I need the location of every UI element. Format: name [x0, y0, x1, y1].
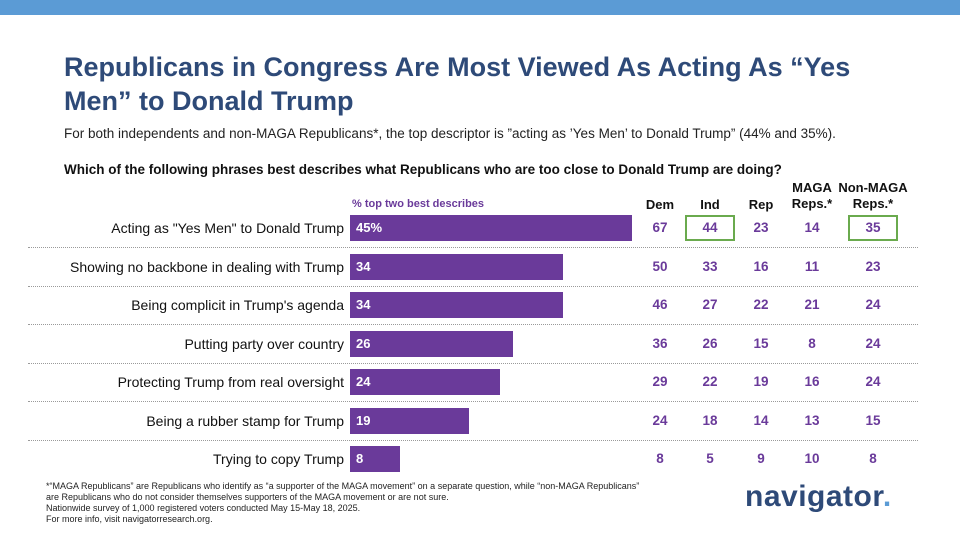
cell-rep: 22: [753, 297, 769, 312]
cell-rep: 23: [753, 220, 769, 235]
row-separator: [28, 247, 918, 248]
bar: [350, 331, 513, 357]
column-header-dem: Dem: [620, 197, 700, 213]
cell-nonmaga: 24: [865, 374, 881, 389]
footnote-more-info: For more info, visit navigatorresearch.o…: [46, 514, 213, 524]
column-header-nonmaga: Non-MAGA Reps.*: [833, 180, 913, 212]
cell-maga: 16: [804, 374, 820, 389]
survey-question: Which of the following phrases best desc…: [64, 162, 782, 177]
cell-ind: 18: [702, 413, 718, 428]
bar: [350, 408, 469, 434]
bar-value-label: 19: [356, 413, 371, 428]
cell-dem: 46: [652, 297, 668, 312]
row-separator: [28, 440, 918, 441]
row-separator: [28, 286, 918, 287]
column-header-maga-line1: MAGA: [792, 180, 832, 195]
cell-ind: 26: [702, 336, 718, 351]
footnotes: *“MAGA Republicans” are Republicans who …: [46, 481, 646, 525]
cell-rep: 16: [753, 259, 769, 274]
cell-maga: 11: [804, 259, 820, 274]
row-label: Acting as "Yes Men" to Donald Trump: [111, 220, 344, 236]
cell-dem: 36: [652, 336, 668, 351]
column-header-nonmaga-line1: Non-MAGA: [838, 180, 908, 195]
subtitle: For both independents and non-MAGA Repub…: [64, 126, 836, 141]
column-header-dem-text: Dem: [645, 197, 675, 212]
cell-rep: 9: [757, 451, 765, 466]
cell-dem: 24: [652, 413, 668, 428]
cell-rep: 15: [753, 336, 769, 351]
bar: [350, 215, 632, 241]
bar-value-label: 45%: [356, 220, 383, 235]
row-label: Protecting Trump from real oversight: [117, 374, 344, 390]
cell-rep: 19: [753, 374, 769, 389]
bar: [350, 446, 400, 472]
cell-maga: 14: [804, 220, 820, 235]
top-accent-bar: [0, 0, 960, 15]
cell-maga: 8: [808, 336, 816, 351]
bar: [350, 292, 563, 318]
bar: [350, 254, 563, 280]
bar: [350, 369, 500, 395]
row-separator: [28, 324, 918, 325]
cell-maga: 21: [804, 297, 820, 312]
column-header-nonmaga-line2: Reps.*: [852, 196, 894, 211]
column-header-rep: Rep: [721, 197, 801, 213]
row-label: Putting party over country: [184, 336, 344, 352]
row-separator: [28, 401, 918, 402]
cell-nonmaga: 24: [865, 336, 881, 351]
row-separator: [28, 363, 918, 364]
row-label: Showing no backbone in dealing with Trum…: [70, 259, 344, 275]
cell-nonmaga: 8: [869, 451, 877, 466]
navigator-logo: navigator.: [745, 480, 892, 514]
logo-text: navigator: [745, 480, 883, 513]
bar-value-label: 8: [356, 451, 364, 466]
cell-nonmaga: 35: [848, 215, 898, 241]
footnote-methodology: Nationwide survey of 1,000 registered vo…: [46, 503, 361, 513]
row-label: Being complicit in Trump's agenda: [131, 297, 344, 313]
bar-value-label: 24: [356, 374, 371, 389]
column-header-ind: Ind: [670, 197, 750, 213]
cell-nonmaga: 15: [865, 413, 881, 428]
cell-maga: 10: [804, 451, 820, 466]
cell-ind: 44: [685, 215, 735, 241]
cell-ind: 5: [706, 451, 714, 466]
column-header-maga: MAGA Reps.*: [772, 180, 852, 212]
cell-nonmaga: 23: [865, 259, 881, 274]
page-title: Republicans in Congress Are Most Viewed …: [64, 52, 851, 116]
cell-dem: 8: [656, 451, 664, 466]
bar-value-label: 34: [356, 297, 371, 312]
cell-ind: 33: [702, 259, 718, 274]
cell-ind: 27: [702, 297, 718, 312]
bar-value-label: 34: [356, 259, 371, 274]
bar-value-label: 26: [356, 336, 371, 351]
cell-ind: 22: [702, 374, 718, 389]
column-header-rep-text: Rep: [748, 197, 774, 212]
logo-dot: .: [882, 480, 892, 513]
cell-dem: 67: [652, 220, 668, 235]
cell-dem: 29: [652, 374, 668, 389]
cell-rep: 14: [753, 413, 769, 428]
row-label: Trying to copy Trump: [213, 451, 344, 467]
cell-dem: 50: [652, 259, 668, 274]
cell-maga: 13: [804, 413, 820, 428]
column-header-ind-text: Ind: [700, 197, 720, 212]
column-header-maga-line2: Reps.*: [791, 196, 833, 211]
row-label: Being a rubber stamp for Trump: [146, 413, 344, 429]
cell-nonmaga: 24: [865, 297, 881, 312]
footnote-maga-definition: *“MAGA Republicans” are Republicans who …: [46, 481, 640, 502]
bar-series-label: % top two best describes: [352, 198, 485, 210]
